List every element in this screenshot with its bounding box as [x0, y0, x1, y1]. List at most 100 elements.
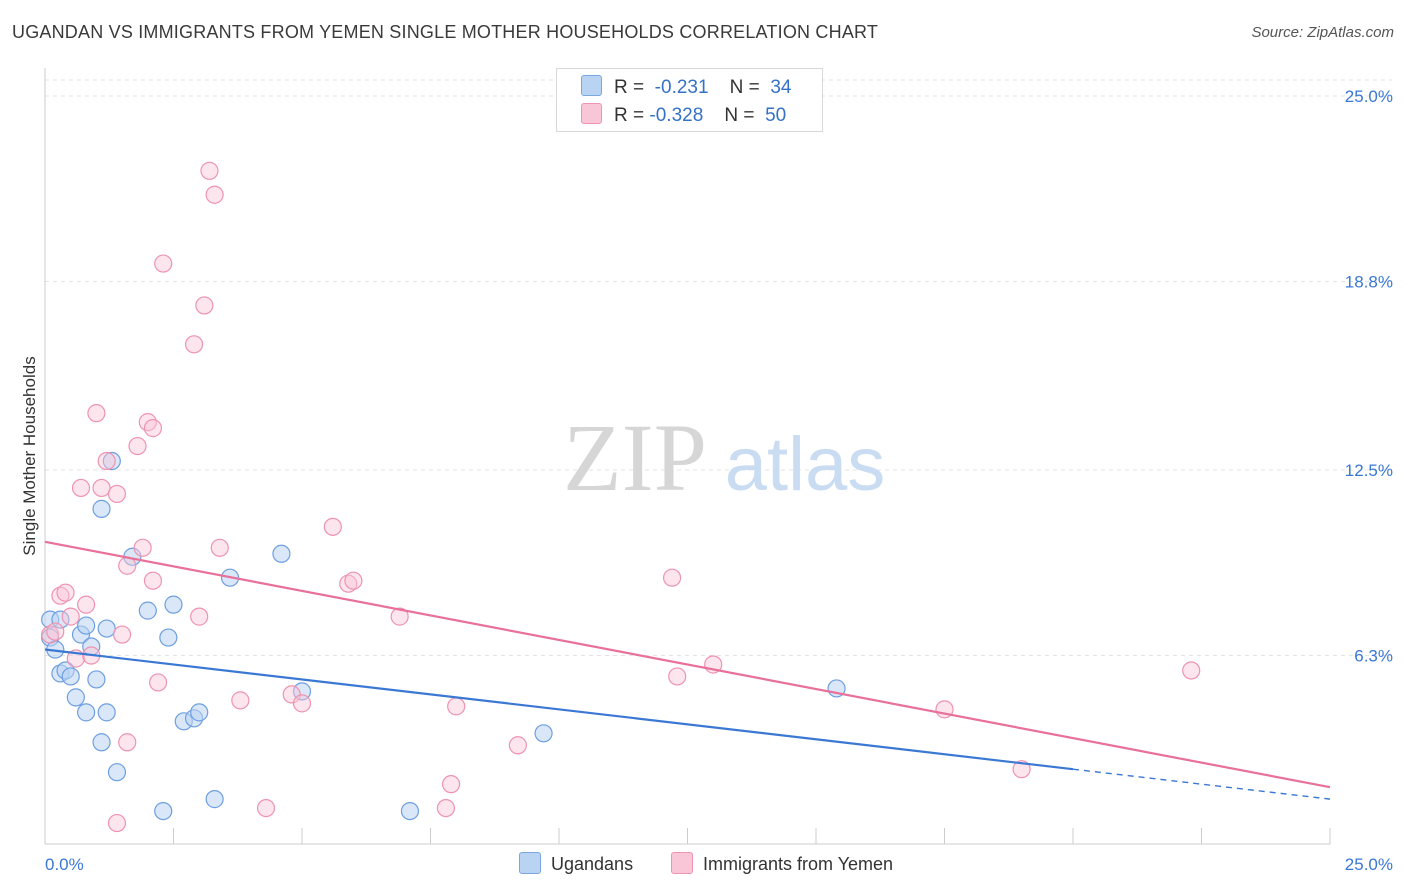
point-ugandans [159, 628, 178, 647]
point-yemen [51, 586, 70, 605]
tick-labels: 6.3% 12.5% 18.8% 25.0% 0.0% 25.0% [45, 87, 1393, 874]
point-ugandans [66, 688, 85, 707]
point-yemen [148, 673, 168, 692]
legend-n-value: 50 [765, 105, 787, 126]
point-ugandans [400, 801, 420, 821]
point-yemen [92, 478, 111, 498]
data-points [41, 161, 1201, 833]
point-ugandans [87, 670, 106, 689]
point-yemen [282, 685, 301, 704]
point-yemen [195, 296, 214, 315]
point-yemen [390, 607, 409, 626]
point-yemen [128, 436, 147, 456]
point-yemen [87, 404, 106, 423]
point-yemen [61, 607, 80, 626]
source-label: Source: ZipAtlas.com [1251, 24, 1394, 41]
point-yemen [292, 694, 312, 713]
point-ugandans [92, 733, 111, 752]
legend-r-value: -0.328 [649, 105, 704, 126]
point-yemen [1182, 661, 1201, 680]
watermark-zip: ZIP [563, 404, 707, 511]
point-yemen [200, 161, 219, 180]
bottom-legend-label-yemen: Immigrants from Yemen [703, 854, 894, 874]
point-yemen [107, 813, 127, 833]
point-yemen [668, 667, 687, 686]
trendline-ugandans [44, 648, 1074, 771]
legend-r-label: R = [614, 105, 645, 126]
legend-r-value: -0.231 [654, 77, 709, 98]
point-yemen [77, 595, 96, 614]
point-yemen [662, 568, 682, 587]
point-yemen [323, 517, 342, 536]
point-yemen [133, 538, 152, 557]
watermark-atlas: atlas [725, 422, 886, 507]
point-ugandans [164, 595, 183, 614]
point-yemen [138, 413, 157, 432]
point-ugandans [97, 619, 116, 638]
point-yemen [143, 571, 163, 590]
legend-row-yemen: R = -0.328 N = 50 [581, 103, 786, 127]
point-ugandans [154, 801, 173, 821]
point-yemen [205, 185, 224, 204]
point-yemen [143, 419, 163, 438]
point-ugandans [534, 724, 553, 743]
bottom-legend-yemen: Immigrants from Yemen [671, 852, 893, 875]
axes [44, 68, 1331, 845]
bottom-legend-label-ugandans: Ugandans [551, 854, 634, 874]
legend-swatch-yemen [581, 103, 602, 124]
point-ugandans [51, 610, 70, 629]
point-yemen [71, 478, 91, 498]
point-yemen [210, 538, 229, 557]
legend-r-label: R = [614, 77, 645, 98]
gridlines [45, 79, 1392, 657]
legend-row-ugandans: R = -0.231 N = 34 [581, 75, 791, 99]
point-yemen [107, 484, 127, 504]
point-ugandans [205, 790, 224, 809]
legend-n-value: 34 [770, 77, 792, 98]
trendline-yemen [44, 540, 1331, 789]
y-tick-label: 18.8% [1345, 273, 1393, 292]
legend: R = -0.231 N = 34 R = -0.328 N = 50 [556, 68, 823, 132]
legend-n-label: N = [729, 77, 760, 98]
trendline-ugandans-extension [1072, 768, 1331, 800]
point-ugandans [102, 451, 121, 471]
point-yemen [447, 697, 466, 716]
point-yemen [344, 571, 363, 590]
chart-title: UGANDAN VS IMMIGRANTS FROM YEMEN SINGLE … [12, 22, 879, 42]
point-ugandans [190, 703, 209, 722]
point-yemen [56, 583, 75, 602]
point-yemen [508, 736, 527, 755]
point-yemen [339, 574, 358, 593]
trend-lines [44, 540, 1331, 800]
point-yemen [441, 775, 461, 794]
bottom-legend-swatch-yemen [671, 852, 693, 874]
point-yemen [112, 625, 132, 644]
point-yemen [97, 451, 116, 471]
watermark: ZIP atlas [563, 404, 885, 511]
bottom-legend-swatch-ugandans [519, 852, 541, 874]
legend-swatch-ugandans [581, 75, 602, 96]
x-tick-label-max: 25.0% [1345, 855, 1393, 874]
point-ugandans [77, 616, 96, 635]
bottom-legend-ugandans: Ugandans [519, 852, 633, 875]
point-yemen [46, 622, 65, 641]
point-yemen [231, 691, 250, 710]
point-yemen [1012, 760, 1031, 779]
point-yemen [436, 798, 456, 818]
point-yemen [256, 798, 276, 818]
point-ugandans [92, 499, 111, 518]
y-tick-label: 12.5% [1345, 461, 1393, 480]
point-ugandans [272, 544, 291, 563]
point-yemen [190, 607, 209, 626]
y-tick-label: 25.0% [1345, 87, 1393, 106]
y-tick-label: 6.3% [1354, 647, 1393, 666]
point-ugandans [97, 703, 116, 722]
point-yemen [154, 254, 173, 273]
point-ugandans [61, 667, 80, 686]
point-ugandans [138, 601, 157, 620]
point-ugandans [107, 763, 127, 782]
legend-n-label: N = [724, 105, 755, 126]
point-yemen [118, 733, 137, 752]
point-yemen [41, 625, 60, 644]
